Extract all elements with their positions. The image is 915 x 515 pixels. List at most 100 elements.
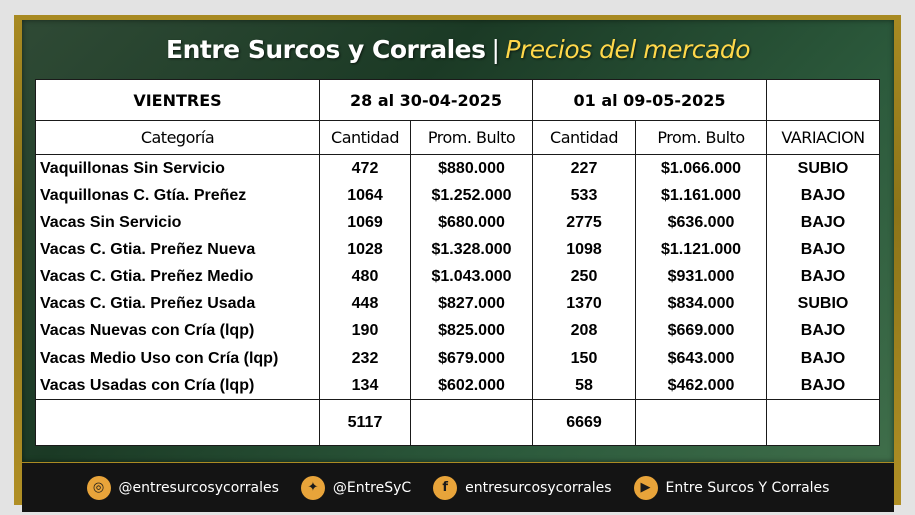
social-label: entresurcosycorrales xyxy=(465,479,612,496)
period1-header: 28 al 30-04-2025 xyxy=(319,78,533,122)
category-cell: Vacas C. Gtia. Preñez Medio xyxy=(35,263,320,291)
social-label: @EntreSyC xyxy=(332,479,412,496)
twitter-icon: ✦ xyxy=(300,475,325,500)
prom-bulto-2-cell: $669.000 xyxy=(635,317,767,345)
category-cell: Vacas C. Gtia. Preñez Nueva xyxy=(35,236,320,264)
social-link-instagram[interactable]: ◎ @entresurcosycorrales xyxy=(86,475,279,500)
category-cell: Vacas C. Gtia. Preñez Usada xyxy=(35,290,320,318)
variacion-cell: BAJO xyxy=(766,236,880,264)
variacion-cell: BAJO xyxy=(766,182,880,210)
col-header-variacion: VARIACION xyxy=(766,120,880,155)
totals-row: 5117 6669 xyxy=(35,399,880,446)
category-cell: Vacas Usadas con Cría (lqp) xyxy=(35,372,320,400)
variacion-cell: BAJO xyxy=(766,317,880,345)
variacion-cell: SUBIO xyxy=(766,290,880,318)
youtube-icon: ▶ xyxy=(633,475,658,500)
category-cell: Vacas Sin Servicio xyxy=(35,209,320,237)
totals-empty-cell xyxy=(635,399,767,446)
prom-bulto-2-cell: $636.000 xyxy=(635,209,767,237)
col-header-cantidad-1: Cantidad xyxy=(319,120,411,155)
table-row: Vacas C. Gtia. Preñez Nueva 1028 $1.328.00… xyxy=(35,236,880,264)
category-cell: Vacas Nuevas con Cría (lqp) xyxy=(35,317,320,345)
prom-bulto-1-cell: $827.000 xyxy=(410,290,533,318)
price-table: VIENTRES 28 al 30-04-2025 01 al 09-05-20… xyxy=(35,78,880,446)
prom-bulto-1-cell: $602.000 xyxy=(410,372,533,400)
title-separator: | xyxy=(491,35,500,64)
totals-empty-cell xyxy=(766,399,880,446)
table-row: Vacas Medio Uso con Cría (lqp) 232 $679.00… xyxy=(35,344,880,373)
cantidad-1-cell: 472 xyxy=(319,154,411,183)
facebook-icon: f xyxy=(433,475,458,500)
cantidad-2-cell: 1370 xyxy=(532,290,636,318)
cantidad-1-cell: 480 xyxy=(319,263,411,291)
col-header-categoria: Categoría xyxy=(35,120,320,155)
cantidad-2-cell: 533 xyxy=(532,182,636,210)
cantidad-2-cell: 1098 xyxy=(532,236,636,264)
cantidad-1-cell: 190 xyxy=(319,317,411,345)
cantidad-1-cell: 1028 xyxy=(319,236,411,264)
cantidad-2-cell: 208 xyxy=(532,317,636,345)
total-cantidad-2: 6669 xyxy=(532,399,636,446)
prom-bulto-2-cell: $1.121.000 xyxy=(635,236,767,264)
prom-bulto-2-cell: $1.161.000 xyxy=(635,182,767,210)
table-row: Vacas C. Gtia. Preñez Usada 448 $827.000 13… xyxy=(35,290,880,318)
section-label: VIENTRES xyxy=(35,78,320,122)
cantidad-1-cell: 134 xyxy=(319,372,411,400)
social-link-twitter[interactable]: ✦ @EntreSyC xyxy=(300,475,412,500)
prom-bulto-2-cell: $1.066.000 xyxy=(635,154,767,183)
category-cell: Vacas Medio Uso con Cría (lqp) xyxy=(35,344,320,373)
cantidad-2-cell: 250 xyxy=(532,263,636,291)
social-label: @entresurcosycorrales xyxy=(118,479,279,496)
prom-bulto-1-cell: $1.252.000 xyxy=(410,182,533,210)
prom-bulto-2-cell: $462.000 xyxy=(635,372,767,400)
prom-bulto-2-cell: $931.000 xyxy=(635,263,767,291)
cantidad-2-cell: 2775 xyxy=(532,209,636,237)
prom-bulto-2-cell: $834.000 xyxy=(635,290,767,318)
social-link-facebook[interactable]: f entresurcosycorrales xyxy=(433,475,612,500)
col-header-prom-bulto-1: Prom. Bulto xyxy=(410,120,533,155)
title-main: Entre Surcos y Corrales xyxy=(166,35,486,64)
prom-bulto-2-cell: $643.000 xyxy=(635,344,767,373)
variacion-cell: BAJO xyxy=(766,344,880,373)
social-label: Entre Surcos Y Corrales xyxy=(665,479,830,496)
table-row: Vacas C. Gtia. Preñez Medio 480 $1.043.000… xyxy=(35,263,880,291)
total-cantidad-1: 5117 xyxy=(319,399,411,446)
table-row: Vacas Usadas con Cría (lqp) 134 $602.000 58… xyxy=(35,372,880,400)
col-header-cantidad-2: Cantidad xyxy=(532,120,636,155)
totals-empty-cell xyxy=(410,399,533,446)
variacion-cell: SUBIO xyxy=(766,154,880,183)
prom-bulto-1-cell: $679.000 xyxy=(410,344,533,373)
cantidad-1-cell: 1069 xyxy=(319,209,411,237)
prom-bulto-1-cell: $880.000 xyxy=(410,154,533,183)
category-cell: Vaquillonas Sin Servicio xyxy=(35,154,320,183)
column-header-row: Categoría Cantidad Prom. Bulto Cantidad … xyxy=(35,120,880,155)
col-header-prom-bulto-2: Prom. Bulto xyxy=(635,120,767,155)
cantidad-1-cell: 232 xyxy=(319,344,411,373)
totals-empty-cell xyxy=(35,399,320,446)
instagram-icon: ◎ xyxy=(86,475,111,500)
variacion-cell: BAJO xyxy=(766,209,880,237)
social-link-youtube[interactable]: ▶ Entre Surcos Y Corrales xyxy=(633,475,830,500)
empty-header-cell xyxy=(766,78,880,122)
variacion-cell: BAJO xyxy=(766,372,880,400)
title-subtitle: Precios del mercado xyxy=(505,35,750,64)
period2-header: 01 al 09-05-2025 xyxy=(532,78,767,122)
table-header-row: VIENTRES 28 al 30-04-2025 01 al 09-05-20… xyxy=(35,78,880,122)
cantidad-1-cell: 1064 xyxy=(319,182,411,210)
cantidad-2-cell: 150 xyxy=(532,344,636,373)
table-row: Vaquillonas Sin Servicio 472 $880.000 227 $1… xyxy=(35,154,880,183)
prom-bulto-1-cell: $825.000 xyxy=(410,317,533,345)
table-row: Vaquillonas C. Gtía. Preñez 1064 $1.252.00… xyxy=(35,182,880,210)
prom-bulto-1-cell: $1.043.000 xyxy=(410,263,533,291)
table-row: Vacas Nuevas con Cría (lqp) 190 $825.000 20… xyxy=(35,317,880,345)
table-row: Vacas Sin Servicio 1069 $680.000 2775 $636.0… xyxy=(35,209,880,237)
cantidad-1-cell: 448 xyxy=(319,290,411,318)
variacion-cell: BAJO xyxy=(766,263,880,291)
prom-bulto-1-cell: $1.328.000 xyxy=(410,236,533,264)
page-title: Entre Surcos y Corrales | Precios del merc… xyxy=(22,30,894,70)
cantidad-2-cell: 58 xyxy=(532,372,636,400)
category-cell: Vaquillonas C. Gtía. Preñez xyxy=(35,182,320,210)
prom-bulto-1-cell: $680.000 xyxy=(410,209,533,237)
cantidad-2-cell: 227 xyxy=(532,154,636,183)
social-footer: ◎ @entresurcosycorrales ✦ @EntreSyC f entresu… xyxy=(22,463,894,512)
